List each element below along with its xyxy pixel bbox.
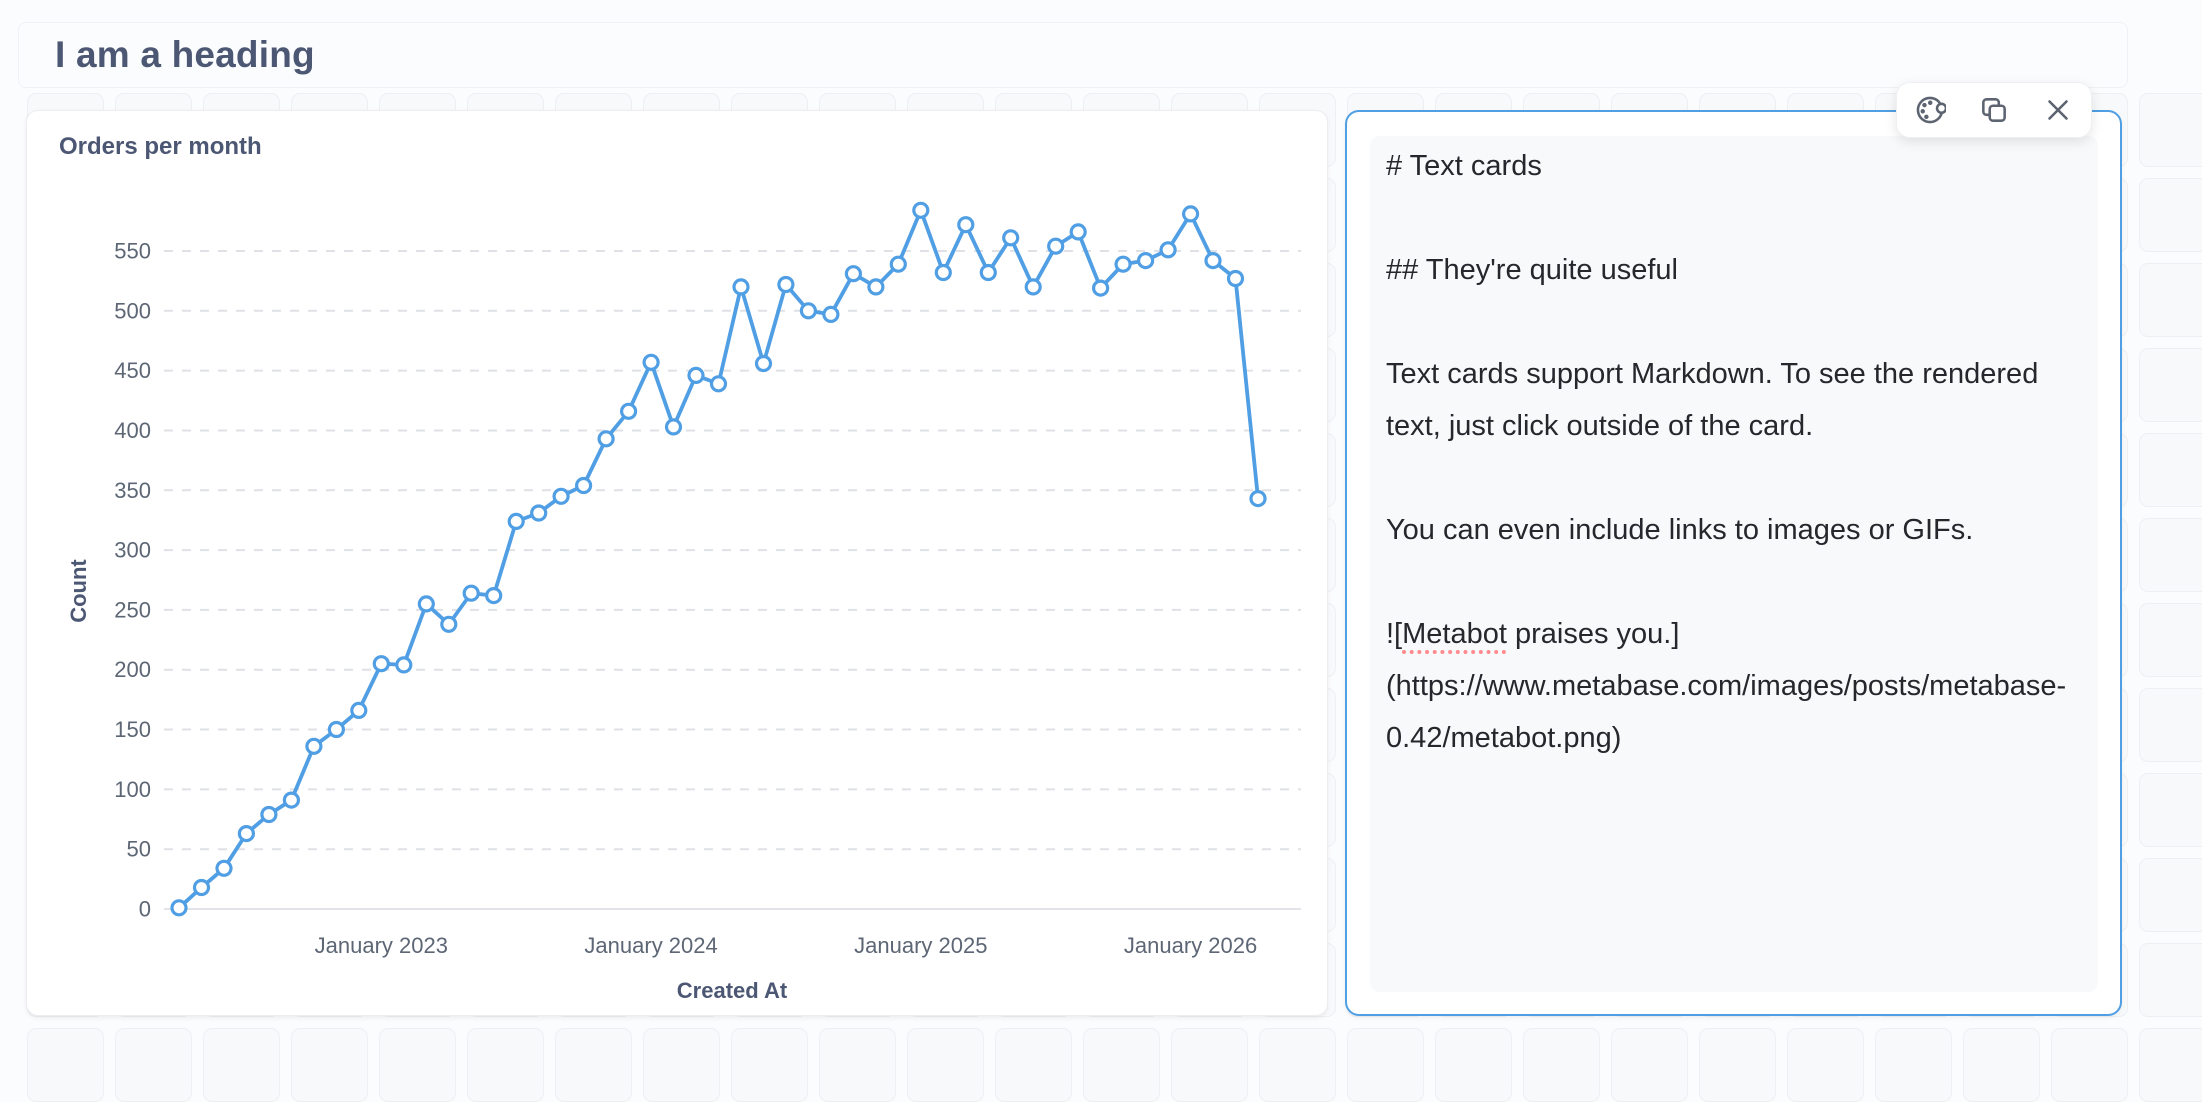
svg-text:50: 50 <box>127 837 151 862</box>
orders-line-chart[interactable]: 0 50 100 150 200 250 300 350 400 450 500 550 January… <box>27 111 1329 1017</box>
grid-cell <box>2139 943 2202 1017</box>
svg-text:Created At: Created At <box>677 978 788 1003</box>
svg-text:300: 300 <box>114 538 151 563</box>
grid-cell <box>2139 93 2202 167</box>
svg-text:100: 100 <box>114 777 151 802</box>
grid-cell <box>115 1028 192 1102</box>
grid-cell <box>1875 1028 1952 1102</box>
grid-cell <box>467 1028 544 1102</box>
grid-cell <box>1083 1028 1160 1102</box>
grid-cell <box>731 1028 808 1102</box>
svg-text:January 2025: January 2025 <box>854 933 987 958</box>
grid-cell <box>2139 603 2202 677</box>
text-card[interactable]: # Text cards ## They're quite useful Tex… <box>1345 110 2122 1016</box>
duplicate-button[interactable] <box>1977 93 2011 127</box>
palette-icon <box>1914 94 1946 126</box>
duplicate-icon <box>1978 94 2010 126</box>
grid-cell <box>1963 1028 2040 1102</box>
style-button[interactable] <box>1913 93 1947 127</box>
grid-cell <box>1347 1028 1424 1102</box>
grid-cell <box>819 1028 896 1102</box>
svg-text:450: 450 <box>114 358 151 383</box>
grid-cell <box>2139 688 2202 762</box>
grid-cell <box>27 1028 104 1102</box>
grid-cell <box>1611 1028 1688 1102</box>
grid-cell <box>2139 518 2202 592</box>
grid-cell <box>1171 1028 1248 1102</box>
grid-cell <box>379 1028 456 1102</box>
svg-text:250: 250 <box>114 597 151 622</box>
grid-cell <box>1435 1028 1512 1102</box>
remove-button[interactable] <box>2041 93 2075 127</box>
grid-cell <box>2139 178 2202 252</box>
grid-cell <box>643 1028 720 1102</box>
svg-text:200: 200 <box>114 657 151 682</box>
close-icon <box>2043 95 2073 125</box>
svg-text:January 2026: January 2026 <box>1124 933 1257 958</box>
heading-card[interactable]: I am a heading <box>18 22 2128 88</box>
text-card-editor[interactable]: # Text cards ## They're quite useful Tex… <box>1370 136 2098 992</box>
svg-text:500: 500 <box>114 298 151 323</box>
grid-cell <box>1787 1028 1864 1102</box>
grid-cell <box>2139 348 2202 422</box>
grid-cell <box>2139 263 2202 337</box>
card-toolbar <box>1896 82 2092 138</box>
grid-cell <box>555 1028 632 1102</box>
grid-cell <box>1699 1028 1776 1102</box>
svg-text:0: 0 <box>139 897 151 922</box>
grid-cell <box>203 1028 280 1102</box>
grid-cell <box>2139 1028 2202 1102</box>
grid-cell <box>2139 858 2202 932</box>
grid-cell <box>1259 1028 1336 1102</box>
grid-cell <box>2139 433 2202 507</box>
svg-text:Count: Count <box>66 559 91 623</box>
grid-cell <box>995 1028 1072 1102</box>
grid-cell <box>1523 1028 1600 1102</box>
svg-text:400: 400 <box>114 418 151 443</box>
grid-cell <box>2139 773 2202 847</box>
grid-cell <box>291 1028 368 1102</box>
svg-text:150: 150 <box>114 717 151 742</box>
dashboard-heading: I am a heading <box>55 34 315 76</box>
grid-cell <box>2051 1028 2128 1102</box>
grid-cell <box>907 1028 984 1102</box>
svg-text:350: 350 <box>114 478 151 503</box>
svg-text:January 2023: January 2023 <box>315 933 448 958</box>
svg-text:550: 550 <box>114 239 151 264</box>
svg-text:January 2024: January 2024 <box>584 933 717 958</box>
